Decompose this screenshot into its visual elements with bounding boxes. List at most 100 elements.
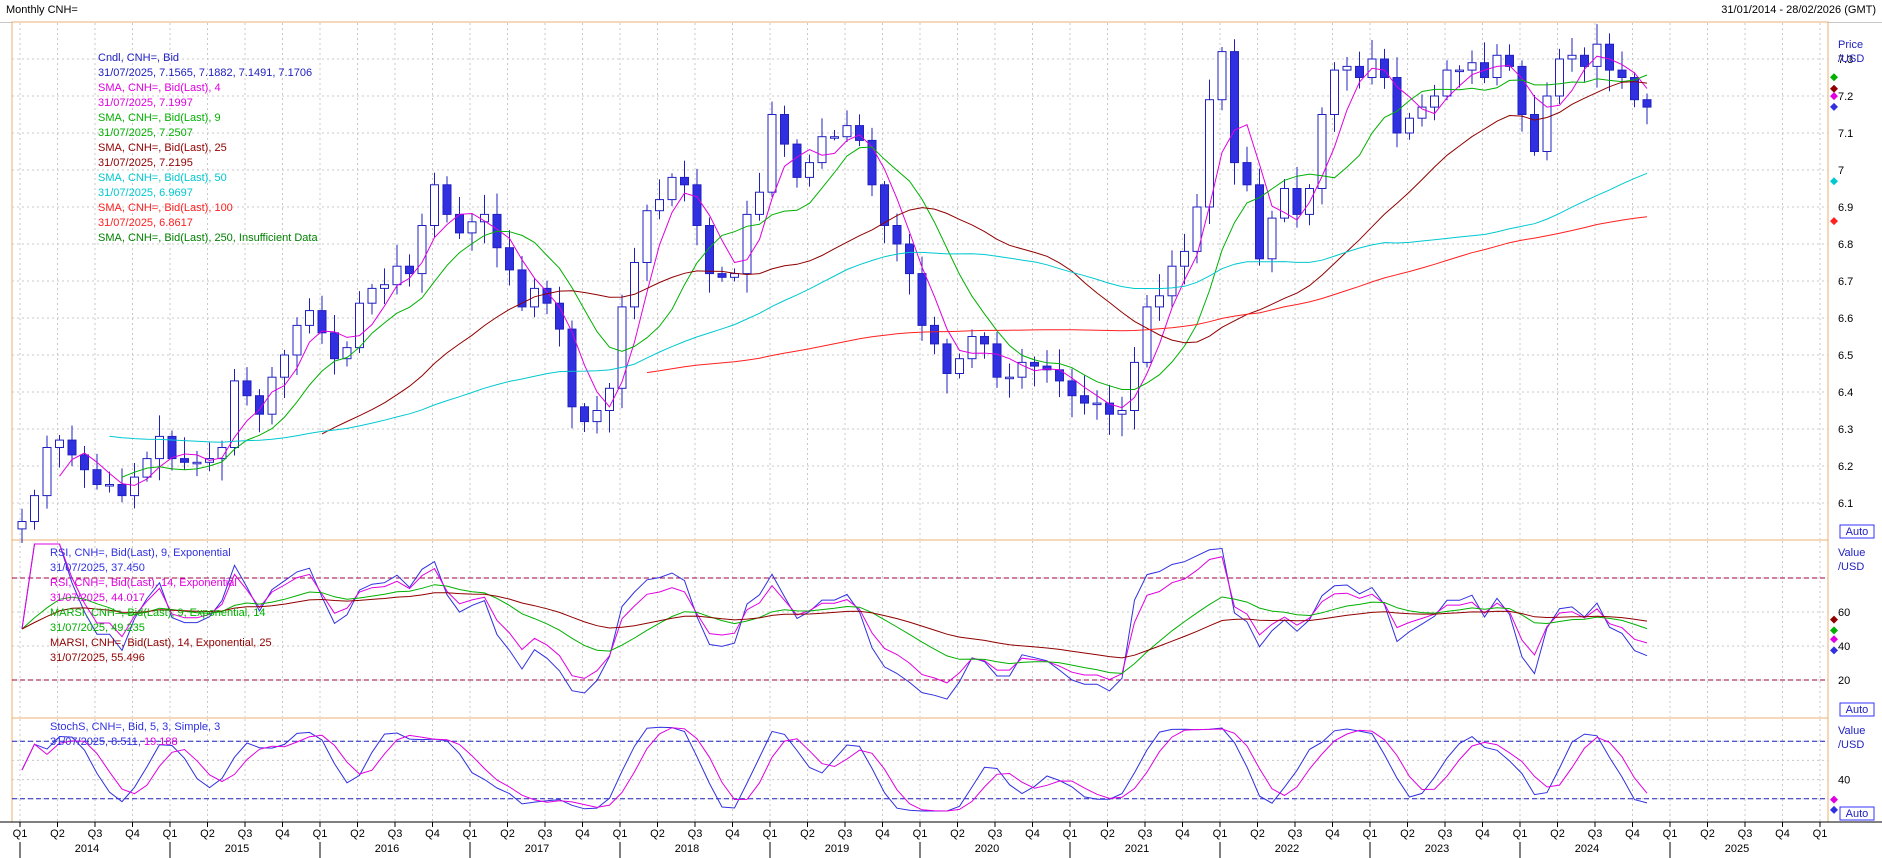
candle-body bbox=[742, 213, 752, 275]
quarter-label: Q2 bbox=[650, 828, 665, 840]
price-marker bbox=[1830, 217, 1838, 226]
year-label: 2018 bbox=[675, 843, 699, 855]
price-marker bbox=[1830, 102, 1838, 111]
price-tick-label: 6.7 bbox=[1838, 276, 1853, 288]
price-tick-label: 6.8 bbox=[1838, 239, 1853, 251]
candle-body bbox=[1042, 365, 1052, 371]
candle-body bbox=[1505, 54, 1514, 67]
candle-body bbox=[230, 380, 239, 448]
rsi-legend-entry: MARSI, CNH=, Bid(Last), 14, Exponential,… bbox=[50, 637, 272, 649]
candle-body bbox=[792, 143, 802, 178]
candle-body bbox=[55, 439, 64, 449]
candle-body bbox=[980, 336, 989, 345]
candle-body bbox=[1342, 65, 1352, 71]
year-label: 2019 bbox=[825, 843, 849, 855]
rsi-axis-title: Value bbox=[1838, 547, 1865, 559]
candle-body bbox=[942, 343, 952, 374]
candle-body bbox=[630, 262, 639, 308]
price-legend-entry: SMA, CNH=, Bid(Last), 9 bbox=[98, 112, 221, 124]
candle-body bbox=[417, 225, 427, 275]
year-label: 2024 bbox=[1575, 843, 1599, 855]
quarter-label: Q4 bbox=[575, 828, 590, 840]
quarter-label: Q2 bbox=[50, 828, 65, 840]
candle-body bbox=[1392, 77, 1402, 134]
candle-body bbox=[1605, 43, 1614, 71]
quarter-label: Q4 bbox=[1475, 828, 1490, 840]
quarter-label: Q1 bbox=[163, 828, 178, 840]
price-legend-entry: 31/07/2025, 6.8617 bbox=[98, 217, 193, 229]
candle-body bbox=[1230, 51, 1239, 164]
rsi-line bbox=[21, 592, 1648, 659]
candle-body bbox=[680, 176, 689, 186]
stoch-axis-title: Value bbox=[1838, 725, 1865, 737]
quarter-label: Q2 bbox=[350, 828, 365, 840]
price-legend-entry: 31/07/2025, 7.2195 bbox=[98, 157, 193, 169]
candle-body bbox=[1580, 54, 1589, 67]
candle-body bbox=[405, 265, 414, 275]
rsi-legend-entry: 31/07/2025, 44.017 bbox=[50, 592, 145, 604]
candle-body bbox=[1117, 410, 1127, 415]
candle-body bbox=[805, 162, 814, 178]
candle-body bbox=[1067, 380, 1077, 397]
quarter-label: Q4 bbox=[1025, 828, 1040, 840]
auto-button[interactable]: Auto bbox=[1839, 702, 1875, 717]
candle-body bbox=[1017, 361, 1027, 378]
rsi-legend-entry: 31/07/2025, 49.235 bbox=[50, 622, 145, 634]
candle-body bbox=[1555, 58, 1564, 97]
year-label: 2014 bbox=[75, 843, 99, 855]
candle-body bbox=[555, 302, 564, 330]
candle-body bbox=[730, 273, 739, 278]
quarter-label: Q2 bbox=[800, 828, 815, 840]
price-marker bbox=[1830, 73, 1838, 82]
candle-body bbox=[755, 191, 764, 215]
auto-button-label: Auto bbox=[1846, 526, 1869, 538]
moving-average-line bbox=[646, 216, 1648, 374]
price-legend-entry: 31/07/2025, 7.2507 bbox=[98, 127, 193, 139]
year-label: 2020 bbox=[975, 843, 999, 855]
quarter-label: Q3 bbox=[1738, 828, 1753, 840]
candle-body bbox=[892, 225, 902, 245]
candle-body bbox=[217, 447, 227, 460]
candle-body bbox=[692, 184, 702, 227]
price-marker bbox=[1830, 177, 1838, 186]
rsi-line bbox=[21, 543, 1648, 700]
quarter-label: Q3 bbox=[1138, 828, 1153, 840]
candle-body bbox=[642, 210, 652, 263]
candle-body bbox=[130, 476, 139, 497]
rsi-legend-entry: 31/07/2025, 37.450 bbox=[50, 562, 145, 574]
candle-body bbox=[1630, 77, 1639, 101]
candle-body bbox=[192, 461, 202, 465]
stoch-marker bbox=[1830, 795, 1838, 804]
candle-body bbox=[830, 136, 839, 139]
candle-body bbox=[855, 125, 864, 141]
auto-button[interactable]: Auto bbox=[1839, 524, 1875, 539]
moving-average-line bbox=[109, 172, 1648, 443]
quarter-label: Q4 bbox=[425, 828, 440, 840]
quarter-label: Q1 bbox=[13, 828, 28, 840]
candle-body bbox=[817, 136, 827, 164]
candle-body bbox=[367, 287, 377, 304]
quarter-label: Q1 bbox=[763, 828, 778, 840]
price-tick-label: 6.3 bbox=[1838, 424, 1853, 436]
candle-body bbox=[255, 395, 264, 415]
year-label: 2023 bbox=[1425, 843, 1449, 855]
price-legend-entry: Cndl, CNH=, Bid bbox=[98, 52, 179, 64]
price-marker bbox=[1830, 84, 1838, 93]
candle-body bbox=[917, 273, 927, 326]
candle-body bbox=[1417, 106, 1427, 119]
candle-body bbox=[517, 269, 527, 308]
candle-body bbox=[42, 447, 52, 497]
quarter-label: Q4 bbox=[1325, 828, 1340, 840]
candle-body bbox=[1155, 295, 1164, 308]
candle-body bbox=[1005, 376, 1014, 380]
price-legend-entry: SMA, CNH=, Bid(Last), 4 bbox=[98, 82, 221, 94]
price-legend-entry: 31/07/2025, 7.1565, 7.1882, 7.1491, 7.17… bbox=[98, 67, 312, 79]
auto-button[interactable]: Auto bbox=[1839, 806, 1875, 821]
quarter-label: Q3 bbox=[838, 828, 853, 840]
price-legend-entry: SMA, CNH=, Bid(Last), 250, Insufficient … bbox=[98, 232, 318, 244]
candle-body bbox=[955, 358, 964, 375]
auto-button-label: Auto bbox=[1846, 704, 1869, 716]
price-tick-label: 6.4 bbox=[1838, 387, 1853, 399]
